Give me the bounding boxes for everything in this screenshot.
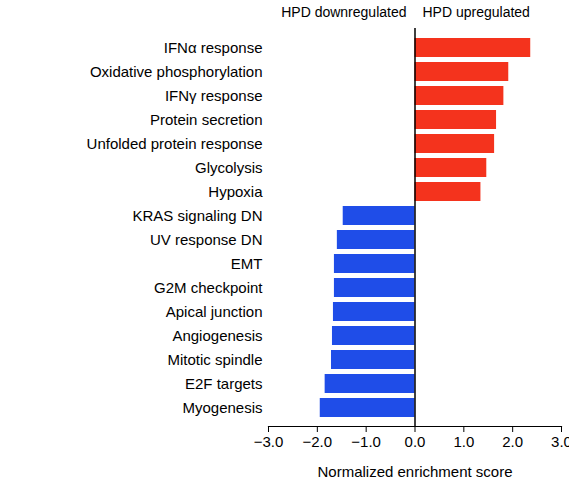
svg-text:Protein secretion: Protein secretion	[150, 111, 263, 128]
svg-text:G2M checkpoint: G2M checkpoint	[154, 279, 263, 296]
svg-text:Myogenesis: Myogenesis	[182, 399, 262, 416]
svg-text:2.0: 2.0	[502, 433, 523, 450]
svg-text:−3.0: −3.0	[254, 433, 284, 450]
svg-text:Hypoxia: Hypoxia	[208, 183, 263, 200]
svg-text:Normalized enrichment score: Normalized enrichment score	[317, 463, 512, 480]
svg-text:Glycolysis: Glycolysis	[195, 159, 263, 176]
svg-text:Oxidative phosphorylation: Oxidative phosphorylation	[90, 63, 263, 80]
svg-text:IFNα response: IFNα response	[164, 39, 263, 56]
svg-text:0.0: 0.0	[405, 433, 426, 450]
svg-text:EMT: EMT	[231, 255, 263, 272]
svg-text:1.0: 1.0	[453, 433, 474, 450]
svg-text:E2F targets: E2F targets	[185, 375, 263, 392]
svg-text:Apical junction: Apical junction	[166, 303, 263, 320]
svg-text:−2.0: −2.0	[303, 433, 333, 450]
svg-text:IFNγ response: IFNγ response	[165, 87, 263, 104]
svg-text:3.0: 3.0	[551, 433, 569, 450]
html-text:HPD upregulated: HPD upregulated	[422, 4, 530, 20]
html-text:HPD downregulated: HPD downregulated	[281, 4, 407, 20]
svg-text:UV response DN: UV response DN	[150, 231, 263, 248]
svg-text:Mitotic spindle: Mitotic spindle	[167, 351, 262, 368]
svg-text:Angiogenesis: Angiogenesis	[172, 327, 262, 344]
svg-text:KRAS signaling DN: KRAS signaling DN	[132, 207, 262, 224]
svg-text:−1.0: −1.0	[351, 433, 381, 450]
svg-text:Unfolded protein response: Unfolded protein response	[87, 135, 263, 152]
